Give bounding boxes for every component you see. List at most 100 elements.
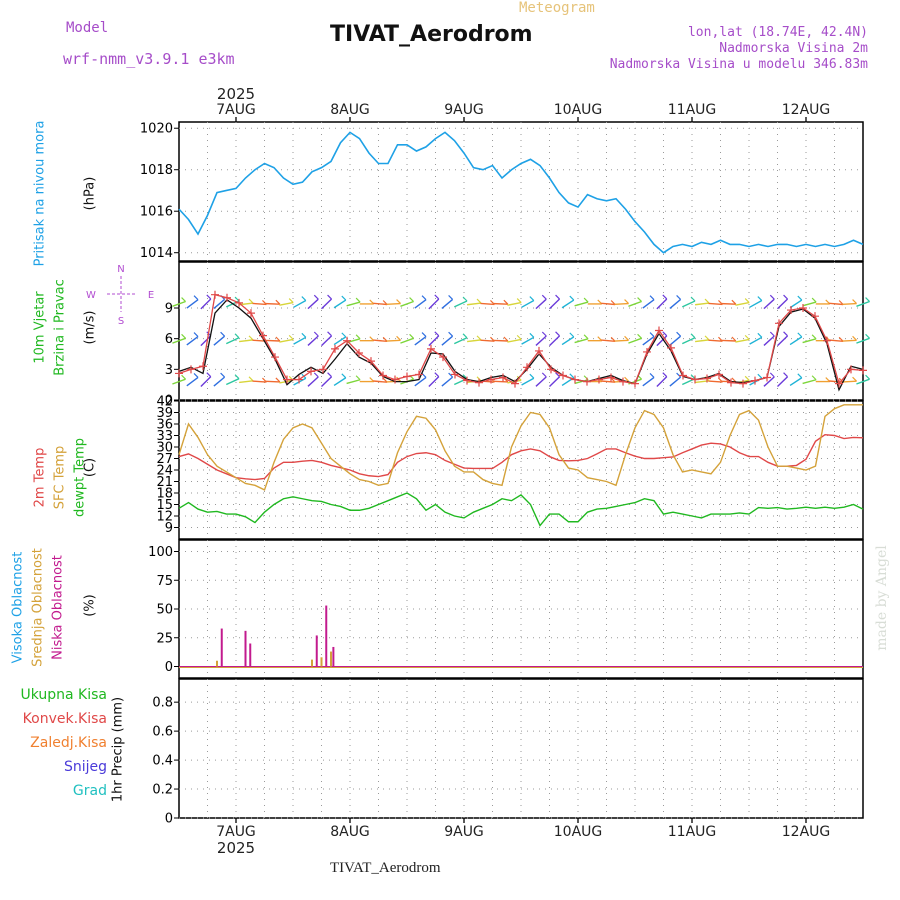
wind-barb-feather bbox=[448, 294, 454, 300]
day-label-bottom: 7AUG bbox=[216, 824, 256, 840]
compass-E: E bbox=[148, 290, 154, 301]
ytick-label-precip: 0.6 bbox=[152, 725, 173, 740]
wind-barb-feather bbox=[448, 372, 454, 378]
wind-barb-feather bbox=[369, 299, 375, 305]
wind-barb-feather bbox=[503, 336, 509, 342]
wind-barb bbox=[239, 380, 254, 384]
wind-barb-feather bbox=[624, 299, 630, 304]
wind-gust-line bbox=[178, 293, 864, 386]
year-label-top: 2025 bbox=[217, 85, 255, 103]
wind-gust-marker bbox=[511, 379, 519, 388]
wind-barb bbox=[493, 380, 508, 383]
wind-barb bbox=[225, 378, 240, 386]
wind-barb-feather bbox=[476, 335, 482, 341]
wind-barb-feather bbox=[649, 332, 655, 337]
compass-S: S bbox=[118, 316, 124, 327]
wind-barb-feather bbox=[690, 296, 696, 302]
wind-gust-marker bbox=[583, 377, 591, 386]
ytick-label-temp: 30 bbox=[156, 441, 173, 456]
wind-barb bbox=[321, 298, 333, 310]
temp-sfc-line bbox=[178, 404, 863, 491]
wind-barb-feather bbox=[541, 372, 547, 378]
wind-barb-feather bbox=[811, 334, 817, 340]
wind-barb bbox=[601, 302, 616, 306]
wind-barb bbox=[293, 377, 307, 386]
wind-gust-marker bbox=[343, 336, 351, 345]
wind-gust-marker bbox=[451, 370, 459, 379]
wind-gust-marker bbox=[571, 375, 579, 384]
wind-barb-feather bbox=[248, 376, 254, 382]
wind-barb-feather bbox=[462, 374, 468, 380]
temp-2m-line bbox=[178, 434, 864, 481]
wind-barb bbox=[225, 337, 240, 345]
wind-gust-marker bbox=[727, 378, 735, 387]
wind-barb-feather bbox=[690, 374, 696, 380]
wind-barb-feather bbox=[355, 375, 361, 381]
wind-gust-marker bbox=[619, 377, 627, 386]
wind-barb-feather bbox=[220, 331, 226, 337]
ytick-label-wind: 6 bbox=[165, 332, 173, 347]
ytick-label-precip: 0.2 bbox=[152, 783, 173, 798]
wind-barb bbox=[574, 338, 589, 344]
ytick-label-cloud: 25 bbox=[156, 631, 173, 646]
wind-barb bbox=[842, 380, 857, 383]
wind-barb bbox=[802, 301, 817, 307]
wind-barb-feather bbox=[234, 333, 240, 339]
wind-barb-feather bbox=[865, 297, 871, 302]
wind-barb-feather bbox=[288, 298, 294, 304]
wind-barb-feather bbox=[529, 296, 535, 301]
wind-barb bbox=[307, 376, 319, 387]
wind-barb-feather bbox=[744, 298, 750, 304]
ytick-label-cloud: 75 bbox=[156, 574, 173, 589]
wind-barb bbox=[535, 376, 547, 387]
wind-gust-marker bbox=[223, 293, 231, 302]
wind-barb-feather bbox=[275, 377, 281, 383]
ytick-label-pressure: 1016 bbox=[140, 205, 173, 220]
wind-barb-feather bbox=[313, 331, 319, 337]
elevation-model: Nadmorska Visina u modelu 346.83m bbox=[609, 57, 868, 72]
wind-gust-marker bbox=[247, 309, 255, 318]
meteogram-label: Meteogram bbox=[519, 0, 595, 16]
wind-barb bbox=[293, 336, 307, 345]
wind-barb bbox=[213, 335, 226, 346]
elevation-station: Nadmorska Visina 2m bbox=[719, 41, 868, 56]
wind-barb-feather bbox=[516, 334, 522, 340]
wind-barb bbox=[856, 378, 870, 385]
wind-barb-feather bbox=[396, 335, 402, 341]
wind-barb-feather bbox=[434, 294, 440, 300]
wind-gust-marker bbox=[187, 365, 195, 374]
wind-barb bbox=[333, 299, 347, 309]
wind-barb bbox=[763, 298, 775, 310]
wind-barb bbox=[279, 301, 294, 306]
wind-gust-marker bbox=[643, 347, 651, 356]
temp-dewpt-line bbox=[178, 492, 864, 527]
wind-barb-feather bbox=[637, 297, 643, 302]
ytick-label-cloud: 0 bbox=[165, 660, 173, 675]
wind-barb bbox=[601, 339, 616, 343]
wind-barb bbox=[428, 298, 440, 310]
wind-barb-feather bbox=[262, 377, 267, 383]
day-label-bottom: 11AUG bbox=[668, 824, 717, 840]
ytick-label-precip: 0 bbox=[165, 812, 173, 827]
wind-barb bbox=[842, 302, 857, 305]
wind-barb-feather bbox=[757, 373, 763, 379]
wind-barb-feather bbox=[341, 332, 347, 338]
wind-barb-feather bbox=[865, 333, 871, 339]
wind-barb-feather bbox=[288, 334, 294, 340]
wind-barb-feather bbox=[744, 375, 750, 381]
wind-gust-marker bbox=[775, 319, 783, 328]
wind-gust-marker bbox=[211, 290, 219, 299]
wind-barb-feather bbox=[529, 332, 535, 338]
wind-barb-feather bbox=[797, 332, 803, 338]
wind-barb bbox=[681, 337, 696, 345]
wind-barb-feather bbox=[476, 298, 482, 304]
wind-barb-feather bbox=[220, 372, 226, 378]
wind-gust-marker bbox=[859, 366, 867, 375]
wind-barb bbox=[213, 298, 226, 309]
wind-barb bbox=[777, 335, 789, 347]
wind-barb bbox=[200, 335, 212, 347]
wind-gust-marker bbox=[787, 306, 795, 315]
wind-barb bbox=[669, 335, 682, 346]
wind-barb-feather bbox=[462, 333, 468, 339]
